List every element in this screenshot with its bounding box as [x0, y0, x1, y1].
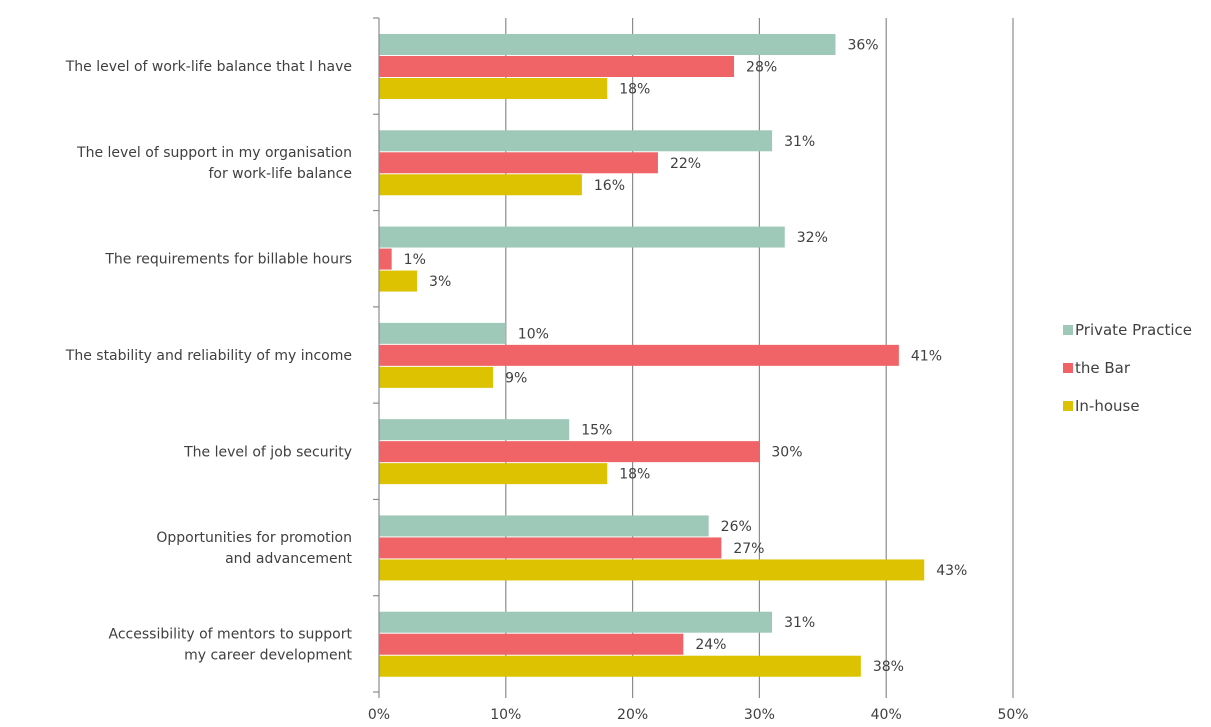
- bars: [379, 34, 925, 677]
- legend-label-private-practice: Private Practice: [1075, 321, 1192, 339]
- legend: Private Practice the Bar In-house: [1063, 321, 1192, 415]
- category-label: Accessibility of mentors to support my ca…: [109, 626, 353, 663]
- data-label: 28%: [746, 60, 777, 76]
- x-tick-label: 20%: [617, 707, 648, 723]
- category-label-line: Accessibility of mentors to support: [109, 626, 353, 642]
- data-label: 27%: [733, 541, 764, 557]
- category-label: The stability and reliability of my inco…: [65, 348, 352, 364]
- x-tick-label: 40%: [871, 707, 902, 723]
- bar-private-practice-6: [379, 611, 773, 633]
- legend-label-the-bar: the Bar: [1075, 359, 1131, 377]
- category-label: The level of support in my organisation f…: [76, 145, 352, 182]
- category-labels: The level of work-life balance that I ha…: [65, 59, 353, 663]
- data-label: 32%: [797, 230, 828, 246]
- bar-private-practice-2: [379, 226, 785, 248]
- legend-swatch-private-practice: [1063, 325, 1073, 335]
- x-tick-label: 10%: [490, 707, 521, 723]
- data-labels: 36% 28% 18% 31% 22% 16% 32% 1%3% 10% 41% 9% 15% 30% 1…: [404, 38, 968, 676]
- category-label-line: The stability and reliability of my inco…: [65, 348, 352, 364]
- bar-in-house-3: [379, 366, 494, 388]
- bar-the-bar-6: [379, 633, 684, 655]
- category-label: The requirements for billable hours: [104, 252, 352, 268]
- bar-in-house-1: [379, 174, 582, 196]
- data-label: 1%: [404, 252, 426, 268]
- data-label: 31%: [784, 134, 815, 150]
- category-label: The level of job security: [183, 444, 352, 460]
- data-label: 38%: [873, 659, 904, 675]
- category-label: The level of work-life balance that I ha…: [65, 59, 352, 75]
- category-label-line: and advancement: [225, 551, 352, 567]
- data-label: 18%: [619, 467, 650, 483]
- x-axis-ticks: 0% 10% 20% 30% 40% 50%: [368, 707, 1029, 723]
- x-tick-label: 0%: [368, 707, 390, 723]
- category-label-line: The level of job security: [183, 444, 352, 460]
- category-label-line: for work-life balance: [208, 166, 352, 182]
- data-label: 3%: [429, 274, 451, 290]
- bar-in-house-4: [379, 463, 608, 485]
- legend-swatch-the-bar: [1063, 363, 1073, 373]
- bar-the-bar-3: [379, 344, 899, 366]
- category-label-line: The level of work-life balance that I ha…: [65, 59, 352, 75]
- bar-the-bar-4: [379, 441, 760, 463]
- data-label: 18%: [619, 82, 650, 98]
- data-label: 16%: [594, 178, 625, 194]
- bar-private-practice-4: [379, 419, 570, 441]
- data-label: 10%: [518, 326, 549, 342]
- bar-the-bar-2: [379, 248, 392, 270]
- bar-private-practice-0: [379, 34, 836, 55]
- data-label: 9%: [505, 370, 527, 386]
- y-axis: [373, 17, 1014, 698]
- bar-the-bar-0: [379, 56, 735, 77]
- data-label: 41%: [911, 348, 942, 364]
- data-label: 26%: [721, 519, 752, 535]
- bar-the-bar-1: [379, 152, 658, 174]
- data-label: 22%: [670, 156, 701, 172]
- bar-the-bar-5: [379, 537, 722, 559]
- x-tick-label: 30%: [744, 707, 775, 723]
- x-tick-label: 50%: [997, 707, 1028, 723]
- category-label-line: my career development: [184, 647, 352, 663]
- bar-in-house-0: [379, 78, 608, 99]
- data-label: 24%: [695, 637, 726, 653]
- data-label: 36%: [847, 38, 878, 54]
- bar-private-practice-5: [379, 515, 709, 537]
- legend-label-in-house: In-house: [1075, 397, 1140, 415]
- category-label-line: The requirements for billable hours: [104, 252, 352, 268]
- bar-in-house-2: [379, 270, 418, 292]
- data-label: 15%: [581, 423, 612, 439]
- bar-in-house-6: [379, 655, 861, 677]
- category-label-line: The level of support in my organisation: [76, 145, 352, 161]
- bar-in-house-5: [379, 559, 925, 581]
- data-label: 30%: [771, 445, 802, 461]
- data-label: 43%: [936, 563, 967, 579]
- category-label-line: Opportunities for promotion: [156, 530, 352, 546]
- bar-private-practice-1: [379, 130, 773, 152]
- bar-private-practice-3: [379, 322, 506, 344]
- legend-swatch-in-house: [1063, 401, 1073, 411]
- data-label: 31%: [784, 615, 815, 631]
- category-label: Opportunities for promotion and advanceme…: [156, 530, 352, 567]
